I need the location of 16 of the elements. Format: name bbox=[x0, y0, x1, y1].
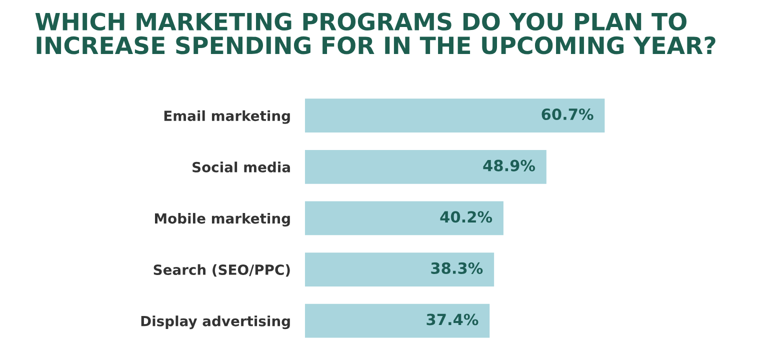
bar bbox=[304, 150, 546, 184]
data-label: 40.2% bbox=[440, 211, 492, 223]
bar bbox=[304, 304, 490, 338]
y-tick-label: Mobile marketing bbox=[155, 212, 290, 226]
y-tick-label: Search (SEO/PPC) bbox=[154, 264, 290, 277]
data-label: 38.3% bbox=[431, 262, 483, 274]
data-label: 60.7% bbox=[542, 108, 594, 120]
data-label: 48.9% bbox=[483, 160, 536, 172]
y-tick-label: Social media bbox=[192, 162, 290, 172]
bar bbox=[304, 201, 504, 236]
chart-title: WHICH MARKETING PROGRAMS DO YOU PLAN TO INCREASE SPENDING FOR IN THE UPCOMING YEAR? bbox=[35, 12, 716, 54]
bar bbox=[304, 98, 605, 133]
y-tick-label: Email marketing bbox=[164, 110, 290, 124]
data-label: 37.4% bbox=[426, 314, 478, 326]
y-tick-label: Display advertising bbox=[141, 316, 290, 330]
bar bbox=[304, 252, 494, 286]
